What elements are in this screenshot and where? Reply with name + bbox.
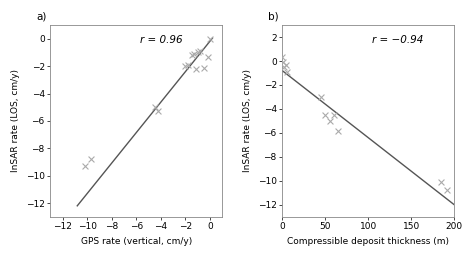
Point <box>283 70 291 74</box>
Point <box>182 64 189 68</box>
Point <box>184 63 191 67</box>
X-axis label: GPS rate (vertical, cm/y): GPS rate (vertical, cm/y) <box>81 237 192 246</box>
Point <box>196 49 204 53</box>
Y-axis label: InSAR rate (LOS, cm/y): InSAR rate (LOS, cm/y) <box>11 69 20 172</box>
Y-axis label: InSAR rate (LOS, cm/y): InSAR rate (LOS, cm/y) <box>243 69 252 172</box>
Point <box>194 50 201 54</box>
Text: r = 0.96: r = 0.96 <box>140 35 182 45</box>
Point <box>326 119 333 123</box>
Point <box>155 109 162 113</box>
Point <box>444 188 451 192</box>
Point <box>317 95 325 99</box>
Point <box>438 180 445 184</box>
Point <box>151 105 158 109</box>
Point <box>206 37 214 41</box>
Text: r = −0.94: r = −0.94 <box>372 35 423 45</box>
Point <box>279 60 287 64</box>
Point <box>330 113 337 117</box>
Point <box>188 53 195 57</box>
Text: b): b) <box>268 11 279 21</box>
Point <box>278 55 286 59</box>
Point <box>321 113 329 117</box>
Point <box>190 52 198 56</box>
Point <box>87 157 95 161</box>
Point <box>204 54 211 59</box>
Point <box>193 67 201 71</box>
X-axis label: Compressible deposit thickness (m): Compressible deposit thickness (m) <box>287 237 449 246</box>
Point <box>200 66 208 70</box>
Point <box>81 164 89 168</box>
Point <box>334 128 342 133</box>
Point <box>282 62 290 67</box>
Point <box>280 65 288 69</box>
Text: a): a) <box>36 11 47 21</box>
